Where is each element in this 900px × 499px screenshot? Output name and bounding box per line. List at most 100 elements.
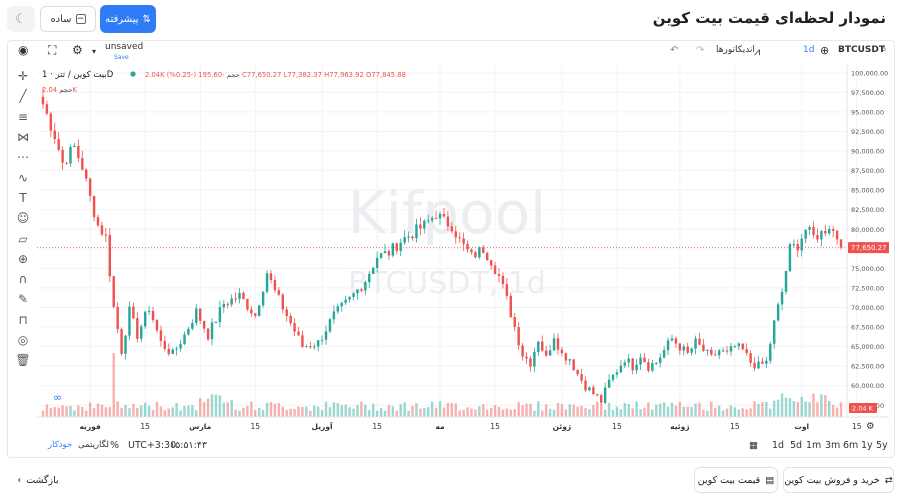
volume-bar [195, 410, 198, 417]
candle-body [537, 341, 540, 352]
pencil-lock-icon[interactable]: ✎ [17, 292, 29, 307]
chevron-down-icon[interactable]: ▾ [92, 47, 97, 56]
candle-body [214, 322, 218, 324]
candle-body [576, 369, 579, 375]
trash-icon[interactable]: 🗑 [15, 353, 31, 368]
buy-sell-button[interactable]: ⇄ خرید و فروش بیت کوین [783, 467, 894, 493]
volume-bar [155, 401, 159, 417]
y-tick-label: 65,000.00 [851, 343, 884, 351]
symbol-search[interactable]: BTCUSDT [838, 45, 886, 55]
candle-body [698, 338, 701, 345]
candle-body [285, 309, 288, 316]
volume-bar [796, 402, 800, 417]
candle-body [92, 195, 96, 218]
range-1d[interactable]: 1d [772, 440, 785, 451]
eye-icon[interactable]: ◎ [17, 333, 29, 347]
last-price-badge [848, 242, 889, 254]
volume-bar [246, 406, 249, 417]
y-tick-label: 100,000.00 [851, 69, 888, 77]
volume-bar [442, 407, 446, 417]
volume-bar [438, 401, 442, 417]
text-icon[interactable]: T [19, 190, 27, 205]
y-tick-label: 87,500.00 [851, 167, 884, 175]
ruler-icon[interactable]: ▱ [18, 231, 28, 246]
settings-icon[interactable]: ⚙ [72, 43, 83, 57]
zoom-in-icon[interactable]: ⊕ [17, 251, 29, 266]
range-5y[interactable]: 5y [876, 440, 888, 451]
emoji-icon[interactable]: ☺ [16, 211, 30, 226]
volume-bar [179, 410, 182, 417]
trend-line-icon[interactable]: ╱ [19, 89, 27, 104]
volume-bar [297, 406, 300, 417]
chart-settings-icon[interactable]: ⚙ [866, 421, 875, 432]
search-icon[interactable]: ⌕ [881, 44, 887, 55]
volume-bar [277, 403, 281, 417]
candle-body [143, 311, 147, 327]
redo-icon[interactable]: ↷ [696, 45, 705, 56]
camera-icon[interactable]: ◉ [18, 43, 29, 57]
volume-bar [371, 403, 375, 417]
volume-bar [344, 404, 347, 417]
simple-mode-button[interactable]: ساده − [40, 6, 96, 32]
crosshair-icon[interactable]: ✛ [17, 69, 29, 84]
price-chart[interactable]: Kifpool BTCUSDT, 1d 57,500.0060,000.0062… [37, 65, 889, 437]
volume-bar [81, 406, 84, 417]
volume-bar [163, 410, 167, 417]
volume-bar [403, 402, 406, 417]
indicators-button[interactable]: اندیکاتورها [716, 45, 755, 55]
candle-body [741, 343, 744, 350]
back-button[interactable]: بازگشت › [8, 467, 68, 493]
volume-bar [458, 410, 461, 417]
x-tick-label: ژوئیه [670, 422, 689, 431]
candle-body [399, 242, 402, 251]
last-price-label: 77,650.27 [851, 244, 887, 252]
add-symbol-icon[interactable]: ⊕ [820, 44, 830, 57]
log-scale-button[interactable]: لگاریتمی [78, 440, 109, 450]
undo-icon[interactable]: ↶ [670, 45, 679, 56]
theme-toggle-button[interactable]: ☾ [7, 6, 35, 32]
range-3m[interactable]: 3m [825, 440, 841, 451]
calendar-icon[interactable]: ▦ [749, 440, 758, 451]
volume-bar [568, 404, 571, 417]
layout-name[interactable]: unsaved [105, 42, 144, 52]
percent-scale-button[interactable]: % [110, 440, 120, 451]
bitcoin-price-button[interactable]: ▤ قیمت بیت کوین [694, 467, 778, 493]
candle-body [619, 365, 623, 373]
range-5d[interactable]: 5d [790, 440, 803, 451]
interval-button[interactable]: 1d [803, 45, 815, 55]
candle-body [242, 292, 245, 299]
candle-body [273, 279, 277, 291]
pattern-icon[interactable]: ⋈ [17, 130, 29, 145]
candle-body [379, 253, 383, 258]
timezone-button[interactable]: UTC+3:30 [128, 440, 177, 451]
volume-bar [839, 402, 843, 417]
volume-bar [395, 410, 399, 417]
candle-body [729, 346, 733, 352]
auto-scale-button[interactable]: خودکار [48, 440, 73, 450]
volume-bar [513, 409, 516, 417]
volume-bar [580, 405, 583, 417]
volume-bar [423, 408, 426, 417]
range-1y[interactable]: 1y [861, 440, 873, 451]
volume-bar [368, 410, 371, 417]
sliders-icon: ⇅ [142, 13, 151, 25]
candle-body [513, 317, 516, 328]
fib-retracement-icon[interactable]: ≡ [17, 109, 29, 124]
save-link[interactable]: Save [114, 54, 129, 61]
volume-bar [501, 409, 505, 417]
candle-body [796, 244, 800, 251]
lock-icon[interactable]: ⊓ [18, 312, 28, 327]
range-1m[interactable]: 1m [806, 440, 822, 451]
candle-body [222, 303, 226, 308]
fullscreen-icon[interactable]: ⛶ [48, 43, 57, 57]
brush-icon[interactable]: ∿ [17, 170, 29, 185]
range-6m[interactable]: 6m [843, 440, 859, 451]
y-tick-label: 82,500.00 [851, 206, 884, 214]
channel-icon[interactable]: ⋯ [17, 150, 29, 165]
volume-bar [419, 408, 422, 417]
volume-row-label: حجم [59, 86, 72, 94]
magnet-icon[interactable]: ∩ [18, 272, 28, 287]
advanced-mode-button[interactable]: پیشرفته ⇅ [100, 5, 156, 33]
y-tick-label: 62,500.00 [851, 363, 884, 371]
volume-bar [812, 393, 815, 417]
